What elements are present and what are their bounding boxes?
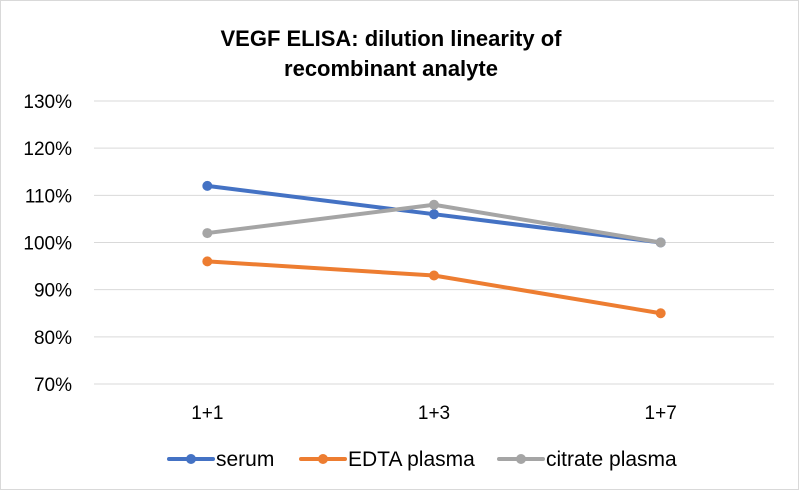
series-edta-plasma bbox=[202, 256, 666, 319]
data-point bbox=[429, 199, 439, 210]
data-point bbox=[202, 180, 213, 191]
legend-item: serum bbox=[167, 448, 274, 471]
x-tick-label: 1+1 bbox=[191, 403, 223, 424]
legend-swatch-marker bbox=[516, 454, 526, 464]
y-tick-label: 110% bbox=[25, 186, 72, 207]
legend-swatch-marker bbox=[318, 454, 328, 464]
legend-label: EDTA plasma bbox=[348, 448, 475, 471]
series-line bbox=[205, 259, 663, 316]
data-point bbox=[429, 270, 439, 281]
y-tick-label: 70% bbox=[34, 375, 72, 396]
chart-title: VEGF ELISA: dilution linearity of recomb… bbox=[220, 26, 562, 81]
data-point bbox=[655, 308, 666, 319]
legend-label: citrate plasma bbox=[546, 448, 677, 471]
data-point bbox=[202, 256, 213, 267]
x-tick-label: 1+7 bbox=[645, 403, 677, 424]
y-axis-tick-labels: 130% 120% 110% 100% 90% 80% 70% bbox=[23, 92, 72, 396]
data-point bbox=[202, 228, 213, 239]
y-tick-label: 120% bbox=[23, 139, 72, 160]
legend-swatch-marker bbox=[186, 454, 196, 464]
data-point bbox=[429, 209, 439, 220]
y-tick-label: 100% bbox=[23, 234, 72, 255]
y-tick-label: 90% bbox=[34, 281, 72, 302]
y-tick-label: 130% bbox=[23, 92, 72, 113]
legend-item: citrate plasma bbox=[497, 448, 677, 471]
legend: serum EDTA plasma citrate plasma bbox=[167, 448, 677, 471]
chart-title-line-1: VEGF ELISA: dilution linearity of bbox=[220, 26, 562, 51]
x-tick-label: 1+3 bbox=[418, 403, 450, 424]
series-serum bbox=[202, 180, 666, 248]
series-citrate-plasma bbox=[202, 199, 666, 248]
data-point bbox=[655, 237, 666, 248]
y-tick-label: 80% bbox=[34, 328, 72, 349]
series-layer bbox=[202, 180, 666, 319]
x-axis-tick-labels: 1+1 1+3 1+7 bbox=[191, 403, 677, 424]
legend-label: serum bbox=[216, 448, 274, 471]
gridlines bbox=[94, 100, 774, 385]
chart-title-line-2: recombinant analyte bbox=[284, 56, 498, 81]
legend-item: EDTA plasma bbox=[299, 448, 475, 471]
